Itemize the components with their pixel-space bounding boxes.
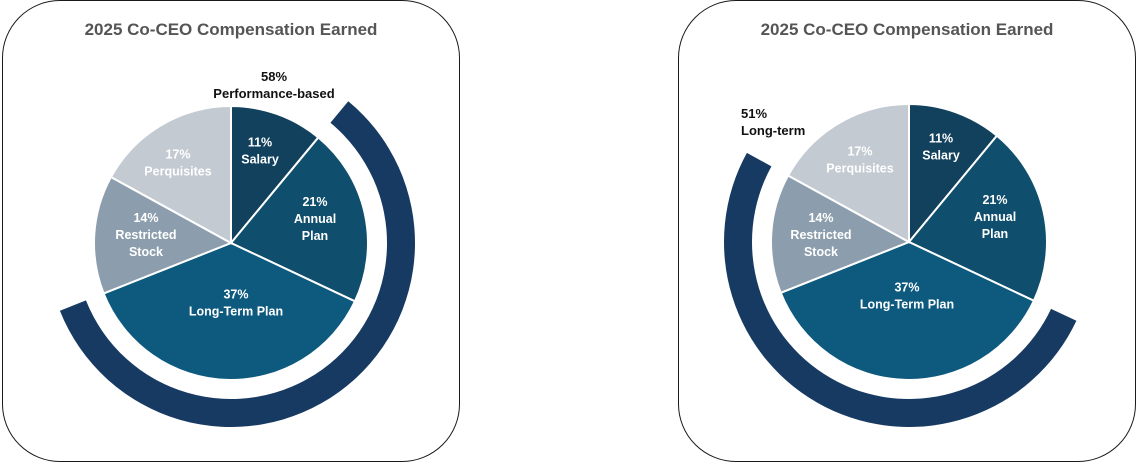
pie-slice	[230, 104, 320, 246]
highlight-callout: 58% Performance-based	[206, 68, 342, 102]
pie-slice	[93, 175, 234, 295]
pie-slice	[907, 134, 1048, 303]
highlight-label: Long-term	[741, 123, 806, 138]
slice-label: 14% Restricted Stock	[115, 211, 176, 259]
highlight-label: Performance-based	[213, 86, 335, 101]
slice-label: 11% Salary	[241, 136, 279, 167]
chart-title: 2025 Co-CEO Compensation Earned	[760, 20, 1054, 39]
highlight-percent: 58%	[260, 69, 288, 84]
pie-slice	[229, 136, 369, 303]
pie-slice	[786, 102, 910, 244]
highlight-callout: 51% Long-term	[741, 105, 831, 139]
slice-label: 17% Perquisites	[826, 145, 893, 176]
pie-slice	[908, 102, 999, 245]
pie-chart-long-term: 11% Salary 21% Annual Plan 37% Long-Term Plan 1…	[724, 102, 1077, 427]
pie-slice	[109, 104, 232, 245]
slice-label: 17% Perquisites	[144, 148, 211, 179]
chart-panel-performance: 2025 Co-CEO Compensation Earned 11% Salar…	[2, 0, 460, 462]
pie-slice	[770, 174, 912, 295]
slice-label: 37% Long-Term Plan	[860, 281, 954, 312]
highlight-percent: 51%	[741, 106, 768, 121]
slice-label: 14% Restricted Stock	[790, 211, 851, 259]
chart-title: 2025 Co-CEO Compensation Earned	[84, 20, 378, 39]
slice-label: 11% Salary	[922, 132, 960, 163]
chart-panel-long-term: 2025 Co-CEO Compensation Earned 11% Salar…	[678, 0, 1136, 462]
highlight-arc	[724, 152, 1077, 427]
pie-slice	[779, 240, 1036, 381]
slice-label: 21% Annual Plan	[974, 193, 1016, 241]
pie-chart-performance: 11% Salary 21% Annual Plan 37% Long-Term Plan 1…	[59, 101, 415, 428]
slice-label: 37% Long-Term Plan	[189, 288, 283, 319]
pie-slice	[102, 241, 357, 381]
slice-label: 21% Annual Plan	[294, 195, 336, 243]
